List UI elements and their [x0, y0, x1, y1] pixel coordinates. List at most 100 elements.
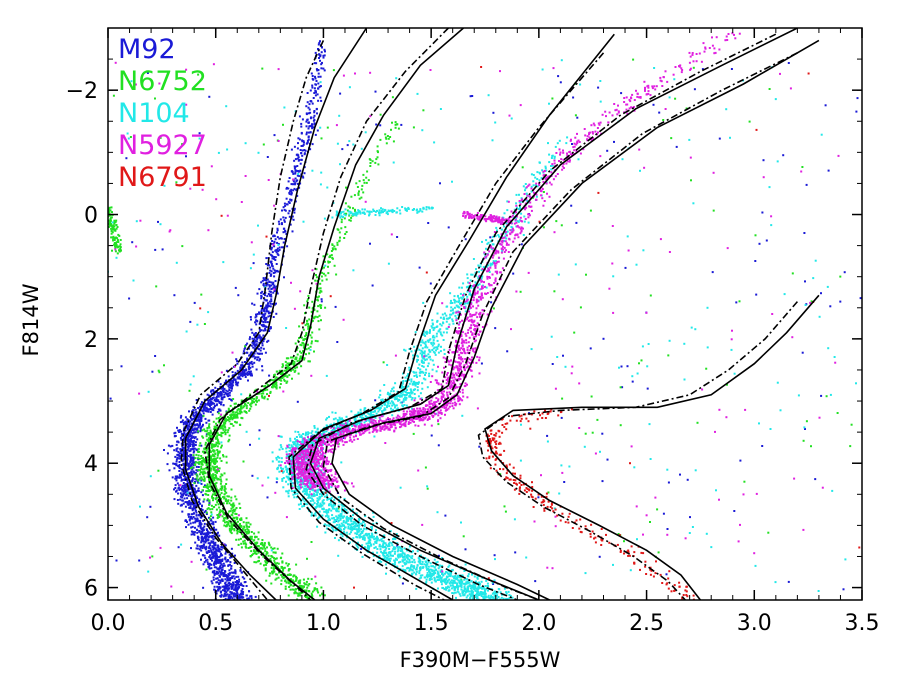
data-point: [266, 306, 269, 309]
data-point: [199, 525, 202, 528]
data-point: [261, 544, 264, 547]
data-point: [276, 236, 279, 239]
field-point: [690, 179, 692, 182]
data-point: [182, 487, 185, 489]
data-point: [219, 394, 222, 396]
data-point: [199, 502, 202, 505]
data-point: [208, 499, 211, 502]
data-point: [213, 533, 216, 536]
data-point: [217, 467, 220, 470]
data-point: [230, 592, 233, 595]
data-point: [190, 533, 193, 536]
data-point: [217, 392, 220, 394]
data-point: [267, 310, 270, 313]
data-point: [234, 508, 237, 511]
data-point: [221, 398, 224, 401]
field-point: [850, 423, 853, 426]
data-point: [269, 253, 272, 256]
hb-point: [116, 252, 119, 255]
data-point: [244, 372, 247, 375]
data-point: [391, 121, 393, 124]
data-point: [212, 474, 215, 477]
data-point: [232, 424, 235, 427]
data-point: [231, 526, 233, 529]
data-point: [301, 587, 304, 590]
data-point: [305, 131, 308, 134]
field-point: [412, 126, 415, 129]
field-point: [462, 535, 465, 538]
data-point: [194, 423, 197, 426]
data-point: [202, 526, 205, 529]
data-point: [441, 564, 444, 567]
data-point: [281, 209, 283, 212]
field-point: [128, 297, 131, 300]
data-point: [194, 408, 197, 411]
data-point: [267, 302, 269, 305]
data-point: [210, 540, 213, 543]
data-point: [215, 562, 217, 565]
data-point: [240, 401, 243, 404]
data-point: [202, 486, 205, 488]
data-point: [220, 480, 223, 483]
data-point: [257, 538, 260, 541]
data-point: [189, 522, 192, 525]
data-point: [180, 493, 183, 496]
data-point: [280, 556, 283, 559]
data-point: [190, 417, 192, 420]
field-point: [804, 280, 806, 283]
field-point: [205, 568, 208, 571]
data-point: [210, 460, 213, 463]
data-point: [287, 594, 290, 597]
data-point: [191, 473, 194, 476]
data-point: [212, 516, 215, 519]
data-point: [195, 495, 198, 498]
data-point: [223, 588, 226, 591]
data-point: [214, 462, 216, 465]
data-point: [258, 556, 260, 559]
data-point: [195, 511, 198, 514]
data-point: [488, 271, 491, 273]
data-point: [215, 549, 218, 552]
data-point: [182, 475, 185, 478]
data-point: [174, 435, 177, 437]
data-point: [319, 85, 322, 88]
data-point: [307, 590, 310, 592]
data-point: [187, 440, 189, 443]
data-point: [206, 403, 209, 405]
data-point: [258, 335, 261, 338]
data-point: [175, 489, 178, 492]
data-point: [244, 542, 247, 545]
data-point: [487, 589, 489, 592]
data-point: [340, 221, 343, 224]
data-point: [255, 313, 257, 316]
field-point: [320, 300, 323, 303]
hb-point: [119, 249, 122, 252]
data-point: [293, 145, 296, 148]
data-point: [260, 294, 263, 297]
data-point: [285, 197, 288, 200]
data-point: [265, 326, 268, 328]
data-point: [304, 149, 307, 152]
data-point: [191, 525, 194, 528]
data-point: [267, 541, 270, 544]
data-point: [327, 265, 329, 268]
data-point: [402, 400, 405, 403]
data-point: [289, 581, 292, 584]
data-point: [211, 551, 214, 554]
data-point: [231, 509, 234, 512]
data-point: [418, 374, 421, 377]
data-point: [231, 586, 234, 589]
data-point: [408, 545, 411, 548]
data-point: [243, 539, 246, 542]
data-point: [198, 548, 201, 551]
data-point: [208, 503, 211, 506]
data-point: [243, 348, 246, 351]
data-point: [219, 457, 222, 460]
data-point: [233, 562, 236, 564]
data-point: [278, 464, 281, 467]
data-point: [199, 521, 201, 524]
data-point: [282, 216, 285, 219]
field-point: [430, 434, 433, 437]
data-point: [319, 287, 322, 290]
data-point: [277, 220, 280, 223]
